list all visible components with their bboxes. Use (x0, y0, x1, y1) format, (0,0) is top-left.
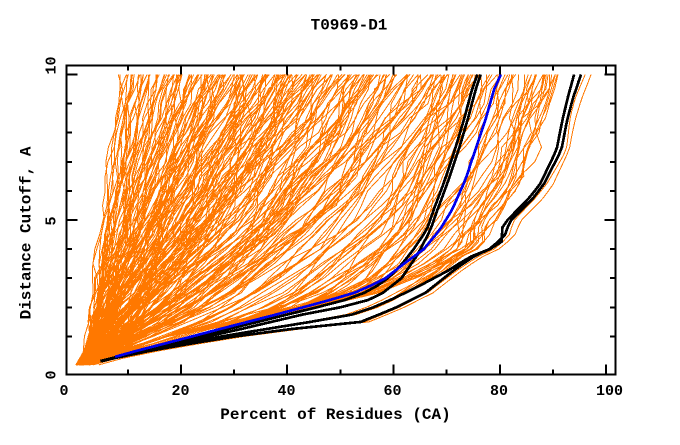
svg-text:20: 20 (171, 383, 189, 400)
svg-text:T0969-D1: T0969-D1 (311, 17, 388, 35)
svg-text:40: 40 (277, 383, 295, 400)
svg-text:Percent of Residues (CA): Percent of Residues (CA) (220, 406, 450, 424)
svg-text:5: 5 (44, 216, 61, 225)
svg-text:100: 100 (596, 383, 623, 400)
svg-text:60: 60 (383, 383, 401, 400)
svg-text:0: 0 (59, 383, 68, 400)
svg-text:0: 0 (44, 370, 61, 379)
svg-text:10: 10 (44, 56, 61, 74)
svg-text:Distance Cutoff, A: Distance Cutoff, A (18, 146, 36, 319)
svg-text:80: 80 (490, 383, 508, 400)
